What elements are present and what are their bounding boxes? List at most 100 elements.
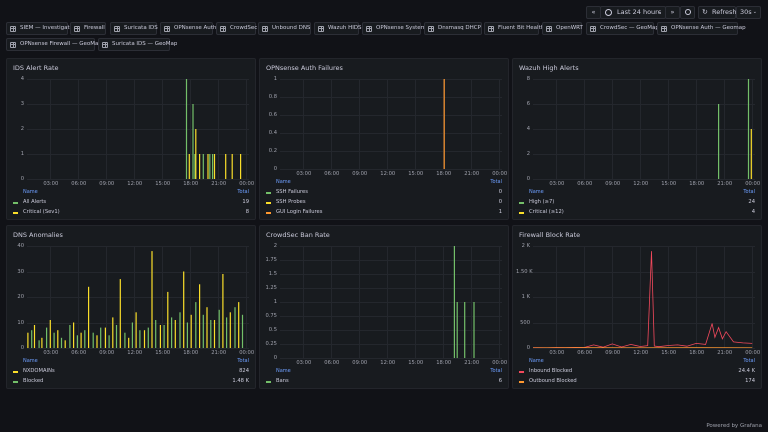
dashboard-link-0[interactable]: SIEM — Investigate xyxy=(6,22,73,35)
bar xyxy=(46,327,48,348)
grid-line xyxy=(27,79,249,80)
bar xyxy=(747,79,750,179)
grid-line xyxy=(471,246,473,358)
legend-swatch xyxy=(266,211,271,214)
bar xyxy=(27,332,29,348)
panel-title[interactable]: DNS Anomalies xyxy=(13,231,63,239)
dashboard-link-4[interactable]: CrowdSec xyxy=(216,22,257,35)
legend-item[interactable]: Critical (≥12) xyxy=(519,209,564,215)
dashboard-link-10[interactable]: OpenWRT xyxy=(542,22,583,35)
y-tick-label: 2 xyxy=(526,151,530,157)
dashboard-grid-icon xyxy=(428,25,434,32)
dashboard-link-11[interactable]: CrowdSec — GeoMap xyxy=(586,22,659,35)
y-tick-label: 4 xyxy=(20,76,24,82)
grid-line xyxy=(280,274,502,275)
legend-item[interactable]: High (≥7) xyxy=(519,199,554,205)
panel-title[interactable]: Firewall Block Rate xyxy=(519,231,581,239)
zoom-out-button[interactable] xyxy=(680,6,695,19)
time-shift-back-button[interactable]: « xyxy=(586,6,601,19)
bar xyxy=(199,154,201,179)
dashboard-link-1[interactable]: Firewall xyxy=(70,22,106,35)
grid-line xyxy=(280,302,502,303)
panel-dns-anomalies: DNS Anomalies 0 10 20 30 40 03:00 06:00 09:00 12:… xyxy=(6,225,256,389)
time-shift-forward-button[interactable]: » xyxy=(665,6,680,19)
legend-series-total: 6 xyxy=(498,378,502,384)
dashboard-link-8[interactable]: Dnsmasq DHCP xyxy=(424,22,482,35)
grid-line xyxy=(280,97,502,98)
grid-line xyxy=(533,297,755,298)
shift-back-icon: « xyxy=(591,8,596,16)
bar xyxy=(100,327,102,348)
grid-line xyxy=(134,79,136,179)
x-tick-label: 06:00 xyxy=(577,181,593,187)
legend-item[interactable]: Bans xyxy=(266,378,289,384)
legend-item[interactable]: Critical (Sev1) xyxy=(13,209,60,215)
legend-item[interactable]: SSH Probes xyxy=(266,199,306,205)
grid-line xyxy=(415,246,417,358)
y-tick-label: 20 xyxy=(17,294,24,300)
grid-line xyxy=(584,246,586,348)
bar xyxy=(143,330,146,348)
legend-item[interactable]: Outbound Blocked xyxy=(519,378,577,384)
grid-line xyxy=(443,246,445,358)
x-tick-label: 21:00 xyxy=(211,350,227,356)
bar xyxy=(163,325,165,348)
legend-item[interactable]: GUI Login Failures xyxy=(266,209,322,215)
grid-line xyxy=(246,246,248,348)
clock-icon xyxy=(605,9,612,16)
bar xyxy=(207,154,209,179)
dashboard-link-6[interactable]: Wazuh HIDS xyxy=(314,22,362,35)
x-tick-label: 00:00 xyxy=(492,360,508,366)
legend-item[interactable]: Inbound Blocked xyxy=(519,368,572,374)
panel-ids-alert-rate: IDS Alert Rate 0 1 2 3 4 03:00 06:00 09:00 12:00 1… xyxy=(6,58,256,220)
bar xyxy=(64,340,66,348)
legend-item[interactable]: Blocked xyxy=(13,378,43,384)
legend-item[interactable]: NXDOMAINs xyxy=(13,368,55,374)
legend-series-total: 4 xyxy=(751,209,755,215)
bar xyxy=(33,325,36,348)
bar xyxy=(174,320,176,348)
time-range-label: Last 24 hours xyxy=(617,8,662,16)
refresh-interval-picker[interactable]: 30s ⌄ xyxy=(736,6,761,19)
grid-line xyxy=(612,246,614,348)
x-tick-label: 18:00 xyxy=(689,181,705,187)
grid-line xyxy=(696,79,698,179)
legend-series-name: Inbound Blocked xyxy=(529,368,573,374)
dashboard-grid-icon xyxy=(164,25,170,32)
grid-line xyxy=(280,260,502,261)
bar xyxy=(151,251,153,348)
time-range-picker[interactable]: Last 24 hours ⌄ xyxy=(600,6,666,19)
panel-title[interactable]: Wazuh High Alerts xyxy=(519,64,579,72)
x-tick-label: 06:00 xyxy=(324,360,340,366)
dashboard-link-label: Dnsmasq DHCP xyxy=(438,25,481,31)
dashboard-link-9[interactable]: Fluent Bit Health xyxy=(484,22,544,35)
legend-series-total: 1 xyxy=(498,209,502,215)
legend-swatch xyxy=(519,370,524,373)
legend-swatch xyxy=(519,211,524,214)
dashboard-link-5[interactable]: Unbound DNS xyxy=(258,22,311,35)
dashboard-link-12[interactable]: OPNsense Auth — Geomap xyxy=(657,22,746,35)
y-tick-label: 1.25 xyxy=(265,285,277,291)
y-tick-label: 0.2 xyxy=(268,148,277,154)
dashboard-link-3[interactable]: OPNsense Auth xyxy=(160,22,216,35)
dashboard-grid-icon xyxy=(318,25,324,32)
grid-line xyxy=(280,79,502,80)
panel-title[interactable]: OPNsense Auth Failures xyxy=(266,64,343,72)
x-tick-label: 09:00 xyxy=(352,360,368,366)
x-tick-label: 21:00 xyxy=(464,171,480,177)
y-tick-label: 0 xyxy=(526,176,530,182)
zoom-out-icon xyxy=(685,9,691,15)
x-tick-label: 06:00 xyxy=(71,181,87,187)
dashboard-link-13[interactable]: OPNsense Firewall — GeoMap xyxy=(6,38,102,51)
legend-item[interactable]: SSH Failures xyxy=(266,189,308,195)
refresh-button[interactable]: ↻ Refresh xyxy=(698,6,737,19)
legend-item[interactable]: All Alerts xyxy=(13,199,46,205)
panel-title[interactable]: IDS Alert Rate xyxy=(13,64,59,72)
y-tick-label: 3 xyxy=(20,101,24,107)
grid-line xyxy=(78,246,80,348)
dashboard-link-14[interactable]: Suricata IDS — GeoMap xyxy=(98,38,177,51)
x-tick-label: 15:00 xyxy=(661,350,677,356)
dashboard-link-2[interactable]: Suricata IDS xyxy=(110,22,158,35)
panel-title[interactable]: CrowdSec Ban Rate xyxy=(266,231,330,239)
dashboard-link-7[interactable]: OPNsense System xyxy=(362,22,426,35)
